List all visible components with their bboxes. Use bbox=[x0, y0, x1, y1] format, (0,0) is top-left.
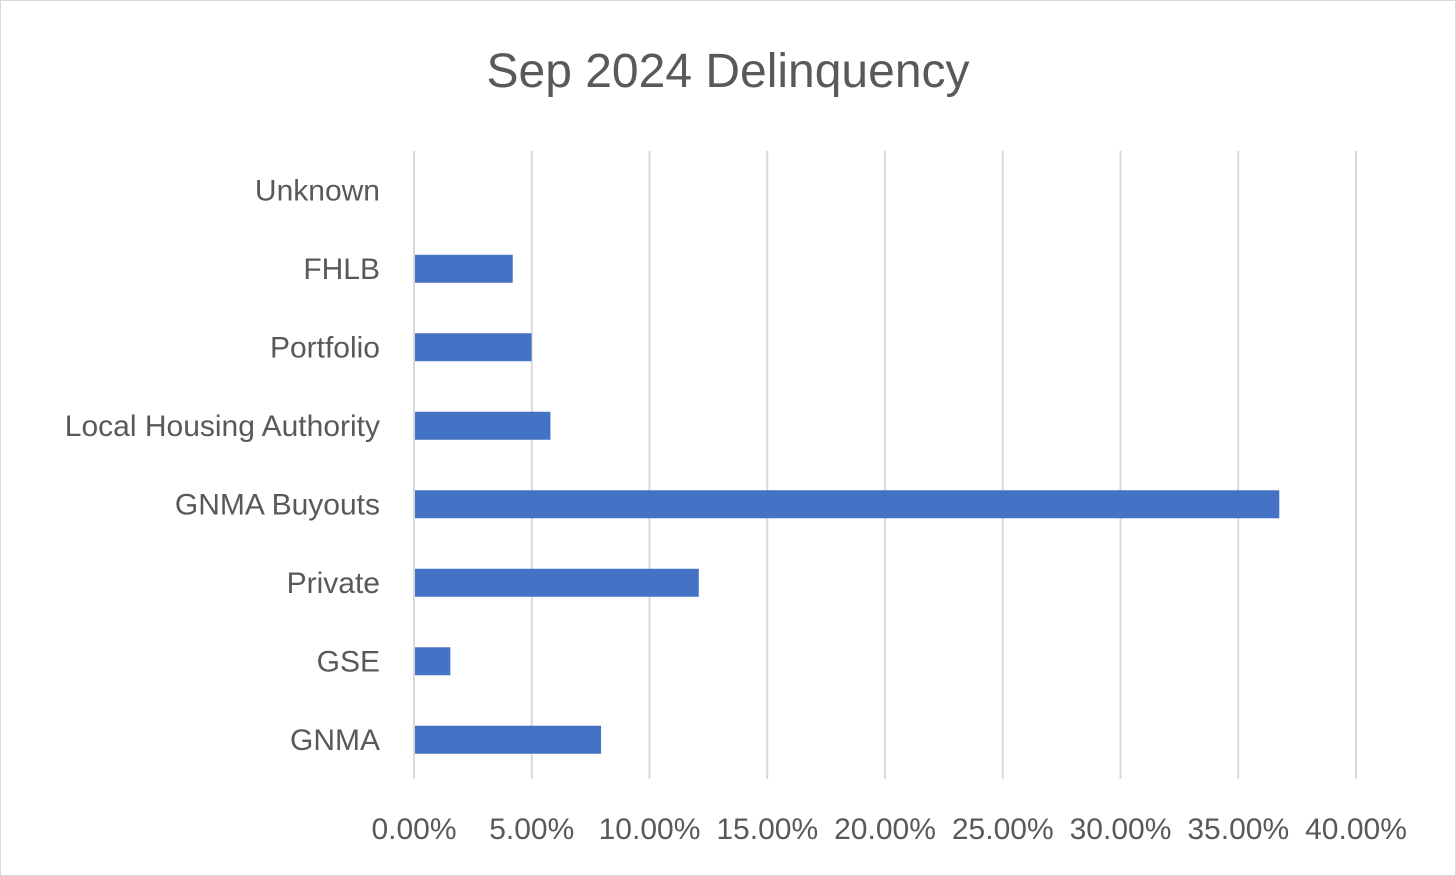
category-label: GSE bbox=[317, 645, 380, 678]
category-label: Unknown bbox=[255, 174, 380, 207]
category-label: GNMA Buyouts bbox=[175, 488, 380, 521]
bar bbox=[415, 254, 513, 283]
x-tick-label: 25.00% bbox=[952, 813, 1054, 846]
gridlines bbox=[413, 151, 1357, 779]
bar bbox=[415, 411, 551, 440]
x-tick-label: 20.00% bbox=[834, 813, 936, 846]
bar bbox=[415, 568, 699, 597]
x-tick-label: 15.00% bbox=[716, 813, 818, 846]
x-tick-label: 40.00% bbox=[1305, 813, 1407, 846]
x-tick-label: 30.00% bbox=[1070, 813, 1172, 846]
bar bbox=[415, 725, 602, 754]
x-tick-label: 0.00% bbox=[371, 813, 456, 846]
category-label: Portfolio bbox=[270, 331, 380, 364]
x-tick-label: 10.00% bbox=[599, 813, 701, 846]
bar bbox=[415, 333, 532, 362]
x-tick-label: 5.00% bbox=[489, 813, 574, 846]
bars bbox=[415, 254, 1280, 754]
x-tick-label: 35.00% bbox=[1187, 813, 1289, 846]
category-label: Private bbox=[287, 567, 380, 600]
category-label: FHLB bbox=[303, 253, 380, 286]
bar bbox=[415, 490, 1280, 519]
bar bbox=[415, 647, 451, 676]
x-tick-labels: 0.00% 5.00% 10.00% 15.00% 20.00% 25.00% 30.00%… bbox=[371, 813, 1406, 846]
category-label: Local Housing Authority bbox=[65, 410, 380, 443]
chart-title: Sep 2024 Delinquency bbox=[486, 45, 969, 98]
category-label: GNMA bbox=[290, 724, 380, 757]
category-labels: Unknown FHLB Portfolio Local Housing Author… bbox=[65, 174, 380, 757]
